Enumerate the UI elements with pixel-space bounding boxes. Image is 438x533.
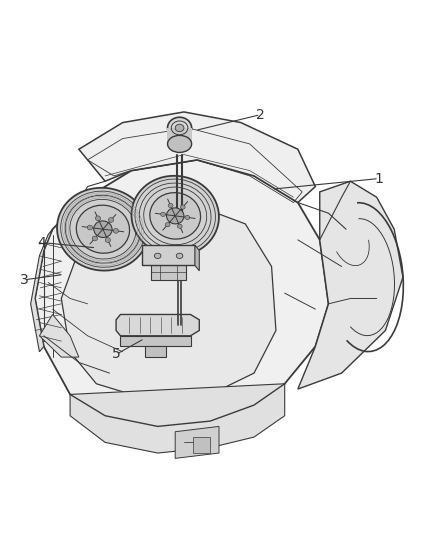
Polygon shape — [116, 314, 199, 336]
Ellipse shape — [161, 212, 166, 216]
Text: 2: 2 — [256, 108, 265, 122]
Polygon shape — [193, 437, 210, 453]
Polygon shape — [120, 336, 191, 346]
Ellipse shape — [180, 205, 185, 209]
Polygon shape — [61, 203, 276, 400]
Text: 1: 1 — [374, 172, 383, 185]
Ellipse shape — [92, 236, 98, 241]
Ellipse shape — [176, 253, 183, 259]
Ellipse shape — [185, 215, 190, 220]
Ellipse shape — [168, 204, 173, 208]
Ellipse shape — [105, 238, 110, 243]
Ellipse shape — [177, 224, 182, 228]
Ellipse shape — [94, 221, 112, 238]
Text: 3: 3 — [20, 273, 28, 287]
Ellipse shape — [154, 253, 161, 259]
Ellipse shape — [131, 176, 219, 256]
Ellipse shape — [87, 225, 92, 230]
Ellipse shape — [57, 188, 149, 271]
Polygon shape — [142, 245, 195, 265]
Ellipse shape — [95, 216, 101, 221]
Polygon shape — [167, 128, 192, 144]
Polygon shape — [79, 112, 315, 203]
Ellipse shape — [167, 117, 191, 139]
Text: 4: 4 — [37, 236, 46, 249]
Polygon shape — [31, 229, 53, 352]
Ellipse shape — [166, 208, 184, 224]
Ellipse shape — [76, 205, 130, 253]
Ellipse shape — [108, 217, 113, 222]
Ellipse shape — [167, 135, 191, 152]
Polygon shape — [175, 426, 219, 458]
Polygon shape — [151, 265, 186, 280]
Polygon shape — [35, 160, 329, 426]
Polygon shape — [298, 181, 403, 389]
Text: 5: 5 — [112, 348, 120, 361]
Ellipse shape — [113, 229, 119, 233]
Ellipse shape — [150, 192, 201, 239]
Polygon shape — [145, 346, 166, 357]
Polygon shape — [195, 245, 199, 271]
Ellipse shape — [175, 124, 184, 132]
Ellipse shape — [165, 223, 170, 227]
Polygon shape — [70, 384, 285, 453]
Polygon shape — [39, 314, 79, 357]
